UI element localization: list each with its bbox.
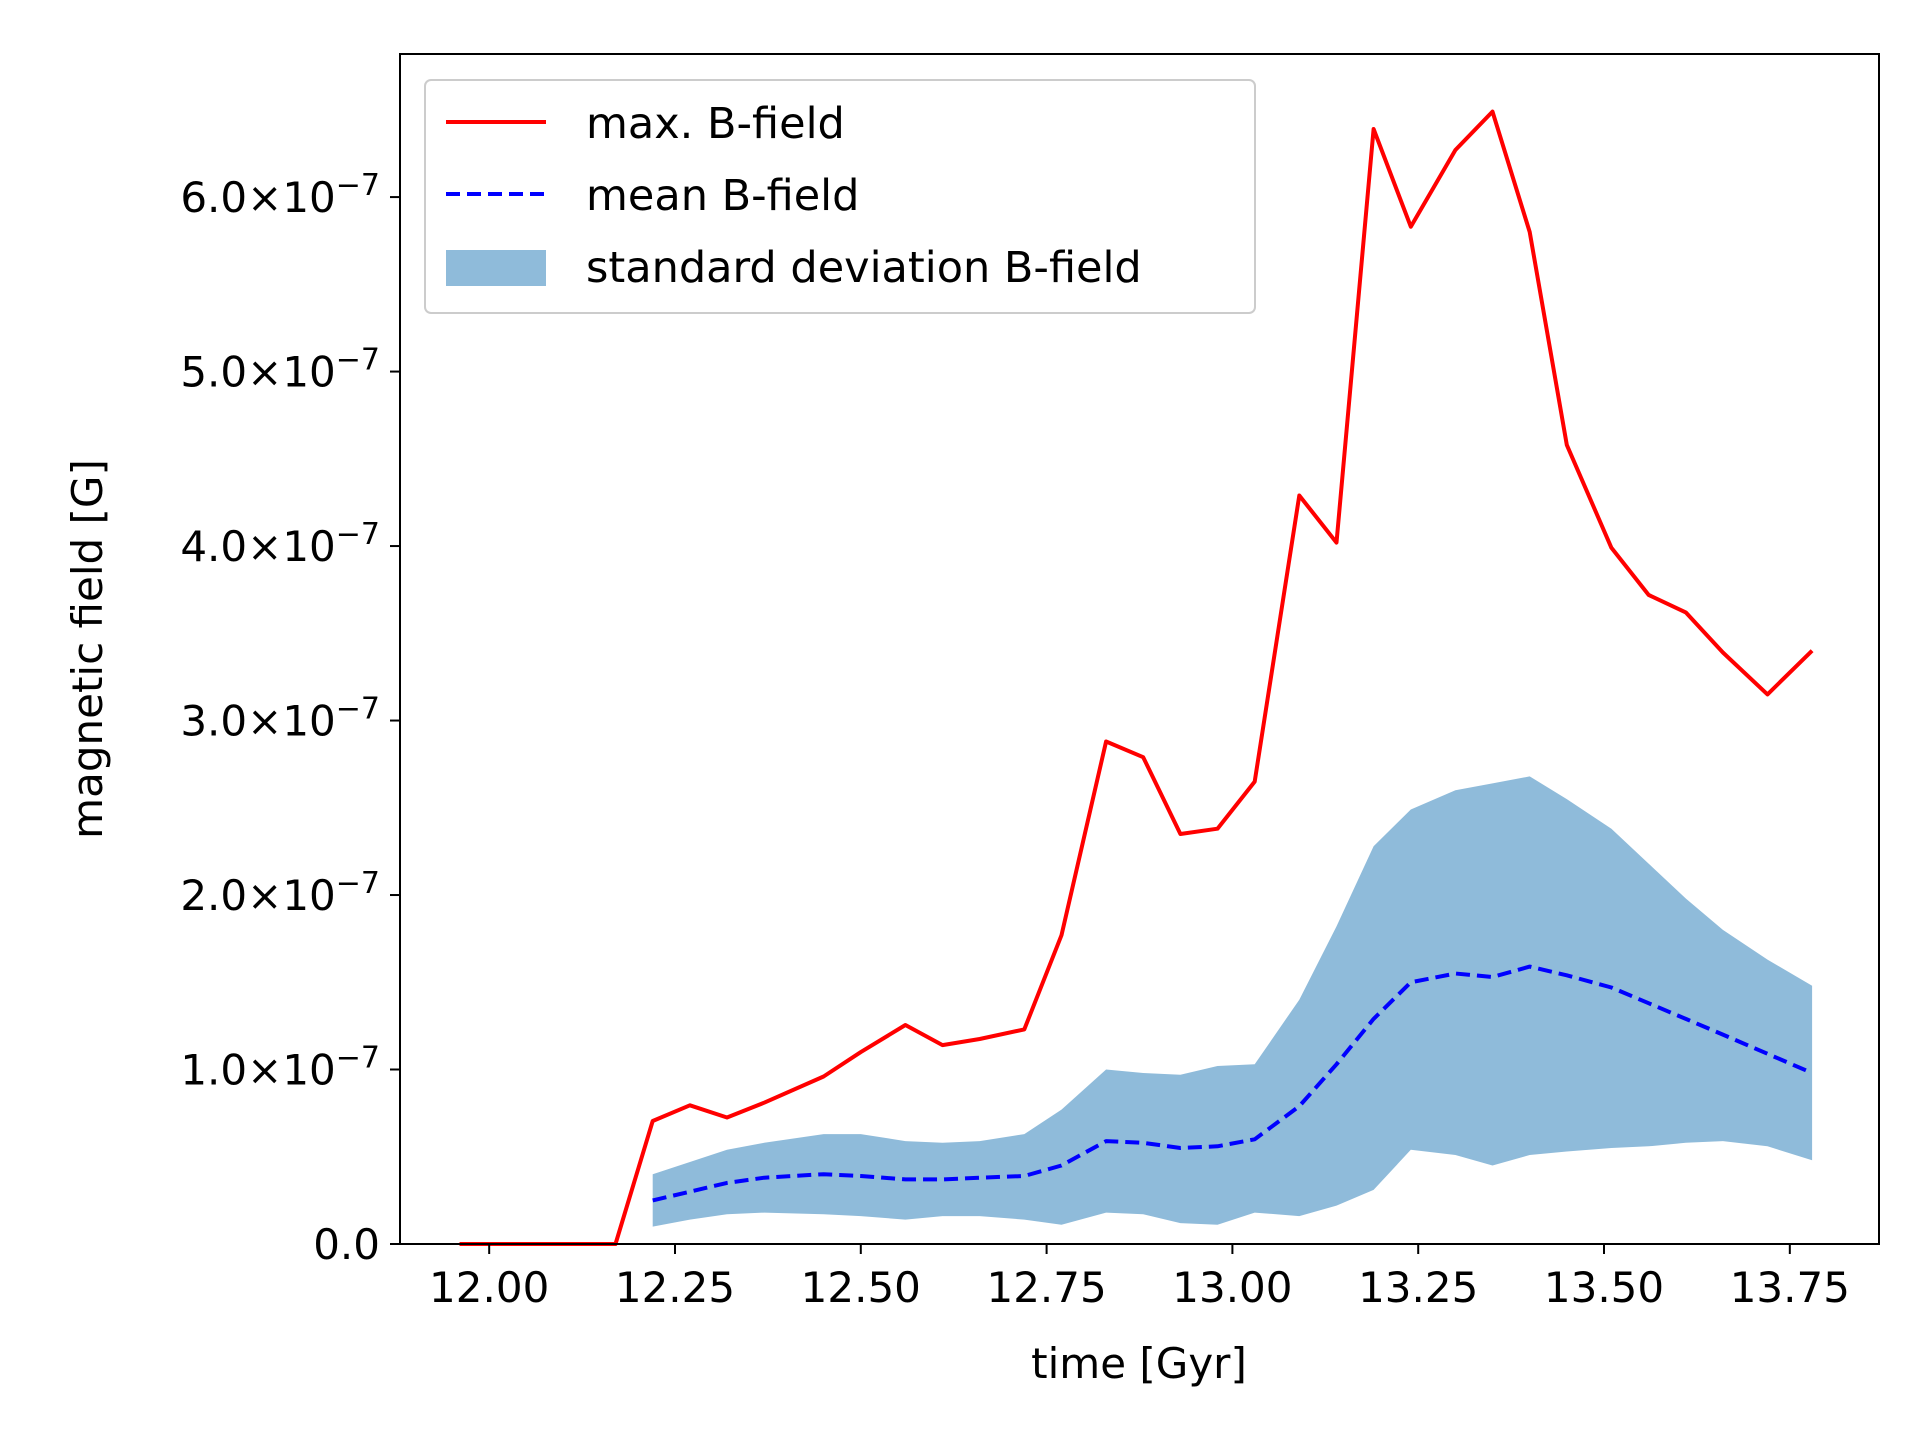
x-tick-label: 12.75 [986, 1263, 1106, 1312]
x-axis-title: time [Gyr] [1031, 1339, 1247, 1388]
x-tick-label: 12.50 [801, 1263, 921, 1312]
legend-std-swatch [446, 250, 546, 286]
y-tick-label: 0.0 [313, 1220, 380, 1269]
y-tick-label: 3.0×10−7 [180, 692, 380, 746]
plot-area [459, 109, 1814, 1246]
legend: max. B-field mean B-field standard devia… [424, 79, 1256, 314]
axes-frame [399, 53, 1880, 1245]
y-tick-label: 2.0×10−7 [180, 866, 380, 920]
y-tick-label: 5.0×10−7 [180, 343, 380, 397]
legend-box [424, 79, 1256, 314]
y-tick-label: 4.0×10−7 [180, 517, 380, 571]
legend-mean-label: mean B-field [586, 171, 859, 221]
x-tick-label: 13.50 [1544, 1263, 1664, 1312]
x-tick-label: 13.25 [1358, 1263, 1478, 1312]
std-band [652, 776, 1813, 1227]
y-axis-title: magnetic field [G] [63, 459, 112, 839]
x-axis: 12.00 12.25 12.50 12.75 13.00 13.25 13.50 13.75 [429, 1244, 1850, 1312]
x-tick-label: 12.00 [429, 1263, 549, 1312]
y-tick-label: 1.0×10−7 [180, 1041, 380, 1095]
y-tick-label: 6.0×10−7 [180, 168, 380, 222]
mean-b-field-line [652, 964, 1813, 1203]
legend-std-label: standard deviation B-field [586, 243, 1142, 293]
x-tick-label: 13.00 [1172, 1263, 1292, 1312]
x-tick-label: 12.25 [615, 1263, 735, 1312]
x-tick-label: 13.75 [1730, 1263, 1850, 1312]
y-axis: 0.0 1.0×10−7 2.0×10−7 3.0×10−7 4.0×10−7 5.0×1… [180, 168, 400, 1269]
legend-max-label: max. B-field [586, 99, 845, 149]
